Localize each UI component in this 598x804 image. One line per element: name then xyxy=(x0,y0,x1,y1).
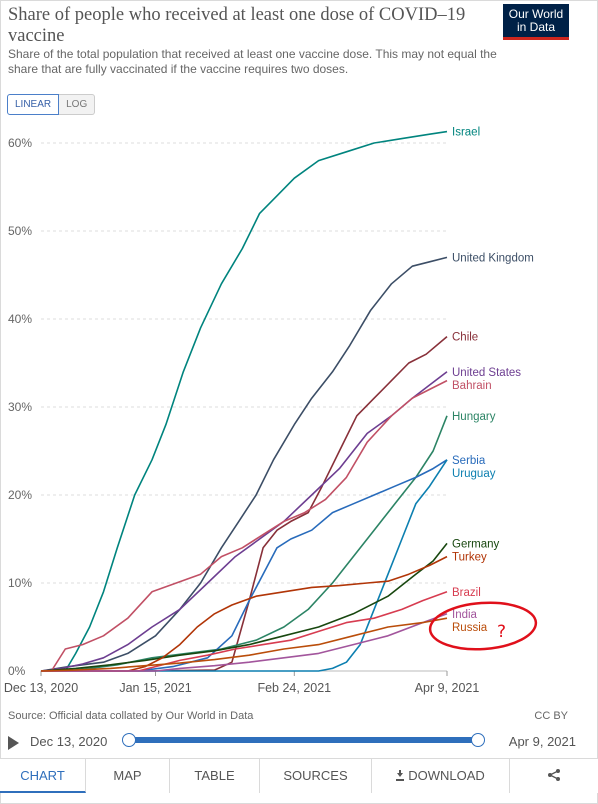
x-tick-label: Dec 13, 2020 xyxy=(4,681,78,695)
y-tick-label: 20% xyxy=(8,488,32,502)
x-tick-label: Apr 9, 2021 xyxy=(415,681,480,695)
series-label: Israel xyxy=(452,127,480,139)
series-line-bahrain xyxy=(50,379,448,672)
y-tick-label: 60% xyxy=(8,136,32,150)
y-tick-label: 40% xyxy=(8,312,32,326)
series-label: Hungary xyxy=(452,411,496,423)
owid-logo[interactable]: Our World in Data xyxy=(503,4,569,40)
timeline: Dec 13, 2020 Apr 9, 2021 xyxy=(6,733,576,753)
series-line-india xyxy=(41,613,448,672)
series-line-brazil xyxy=(41,591,448,672)
logo-accent-bar xyxy=(503,37,569,40)
annotation-question-mark: ? xyxy=(497,622,506,642)
y-tick-label: 30% xyxy=(8,400,32,414)
tab-map[interactable]: MAP xyxy=(86,759,170,793)
source-note[interactable]: Source: Official data collated by Our Wo… xyxy=(8,710,254,722)
timeline-end-label: Apr 9, 2021 xyxy=(508,734,576,749)
timeline-end-handle[interactable] xyxy=(471,733,485,747)
y-axis-tick-labels: 0% 10% 20% 30% 40% 50% 60% xyxy=(8,136,32,678)
log-scale-button[interactable]: LOG xyxy=(59,94,96,115)
y-tick-label: 50% xyxy=(8,224,32,238)
linear-scale-button[interactable]: LINEAR xyxy=(7,94,60,115)
tab-table[interactable]: TABLE xyxy=(170,759,260,793)
tab-sources[interactable]: SOURCES xyxy=(260,759,372,793)
series-line-united-states xyxy=(40,371,448,672)
series-label: India xyxy=(452,609,478,621)
series-line-chile xyxy=(41,335,448,672)
series-label: Brazil xyxy=(452,587,481,599)
series-label: Russia xyxy=(452,622,488,634)
series-label: Bahrain xyxy=(452,380,492,392)
series-line-united-kingdom xyxy=(40,256,448,672)
download-icon xyxy=(396,770,405,781)
y-tick-label: 10% xyxy=(8,576,32,590)
series-lines xyxy=(40,130,448,672)
gridlines xyxy=(41,142,447,672)
line-chart: 0% 10% 20% 30% 40% 50% 60% Dec 13, 2020 Jan 15,… xyxy=(4,127,538,695)
chart-subtitle: Share of the total population that recei… xyxy=(8,47,497,76)
scale-toggle: LINEAR LOG xyxy=(7,94,96,115)
series-labels: Israel United Kingdom Chile United StatesBa… xyxy=(452,127,534,634)
series-label: Serbia xyxy=(452,455,486,467)
timeline-track[interactable] xyxy=(128,737,478,743)
series-line-serbia xyxy=(138,459,448,672)
x-axis-tick-labels: Dec 13, 2020 Jan 15, 2021 Feb 24, 2021 Apr … xyxy=(4,671,480,695)
play-icon[interactable] xyxy=(8,736,19,750)
x-tick-label: Feb 24, 2021 xyxy=(257,681,331,695)
series-label: Uruguay xyxy=(452,468,496,480)
share-button[interactable] xyxy=(510,759,598,793)
series-line-russia xyxy=(40,617,448,672)
series-line-uruguay xyxy=(41,459,448,672)
timeline-start-handle[interactable] xyxy=(122,733,136,747)
series-label: Chile xyxy=(452,332,478,344)
chart-title: Share of people who received at least on… xyxy=(8,5,466,46)
tab-chart[interactable]: CHART xyxy=(0,759,86,793)
series-label: Germany xyxy=(452,538,500,550)
series-label: Turkey xyxy=(452,552,487,564)
logo-line-1: Our World xyxy=(508,7,564,21)
tab-download-label: DOWNLOAD xyxy=(408,768,485,783)
series-line-israel xyxy=(64,130,448,672)
series-label: United States xyxy=(452,367,521,379)
tab-bar: CHART MAP TABLE SOURCES DOWNLOAD xyxy=(0,758,598,793)
timeline-start-label: Dec 13, 2020 xyxy=(30,734,108,749)
annotation-ellipse xyxy=(428,601,538,651)
series-line-germany xyxy=(40,542,448,672)
hand-drawn-annotation: ? xyxy=(428,601,538,651)
x-tick-label: Jan 15, 2021 xyxy=(119,681,191,695)
logo-line-2: in Data xyxy=(516,20,556,34)
series-line-turkey xyxy=(41,555,448,672)
series-line-hungary xyxy=(65,415,448,672)
series-label: United Kingdom xyxy=(452,252,534,264)
share-icon xyxy=(548,769,560,781)
license-link[interactable]: CC BY xyxy=(534,710,568,722)
tab-download[interactable]: DOWNLOAD xyxy=(372,759,510,793)
y-tick-label: 0% xyxy=(8,664,26,678)
